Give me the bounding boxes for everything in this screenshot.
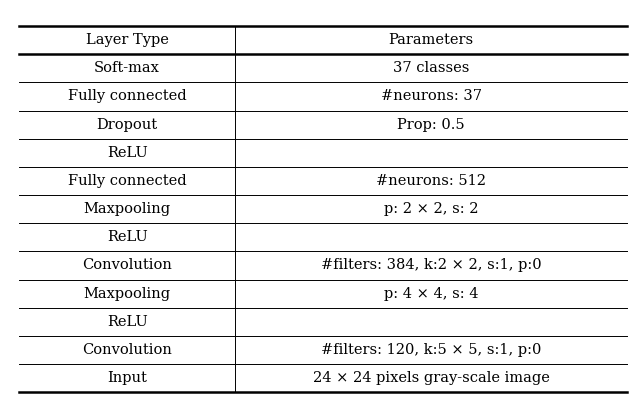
Text: #filters: 120, k:5 × 5, s:1, p:0: #filters: 120, k:5 × 5, s:1, p:0 — [321, 343, 541, 357]
Text: Maxpooling: Maxpooling — [84, 287, 171, 301]
Text: Maxpooling: Maxpooling — [84, 202, 171, 216]
Text: Convolution: Convolution — [82, 343, 172, 357]
Text: #neurons: 37: #neurons: 37 — [381, 89, 482, 103]
Text: Fully connected: Fully connected — [68, 174, 186, 188]
Text: p: 2 × 2, s: 2: p: 2 × 2, s: 2 — [384, 202, 478, 216]
Text: Soft-max: Soft-max — [94, 61, 160, 75]
Text: 24 × 24 pixels gray-scale image: 24 × 24 pixels gray-scale image — [313, 371, 550, 385]
Text: ReLU: ReLU — [107, 230, 147, 244]
Text: Input: Input — [107, 371, 147, 385]
Text: Fully connected: Fully connected — [68, 89, 186, 103]
Text: Layer Type: Layer Type — [86, 33, 168, 47]
Text: Prop: 0.5: Prop: 0.5 — [397, 117, 465, 132]
Text: Parameters: Parameters — [388, 33, 474, 47]
Text: ReLU: ReLU — [107, 146, 147, 160]
Text: p: 4 × 4, s: 4: p: 4 × 4, s: 4 — [384, 287, 478, 301]
Text: Convolution: Convolution — [82, 259, 172, 272]
Text: #filters: 384, k:2 × 2, s:1, p:0: #filters: 384, k:2 × 2, s:1, p:0 — [321, 259, 541, 272]
Text: ReLU: ReLU — [107, 315, 147, 329]
Text: #neurons: 512: #neurons: 512 — [376, 174, 486, 188]
Text: 37 classes: 37 classes — [393, 61, 469, 75]
Text: Dropout: Dropout — [97, 117, 157, 132]
